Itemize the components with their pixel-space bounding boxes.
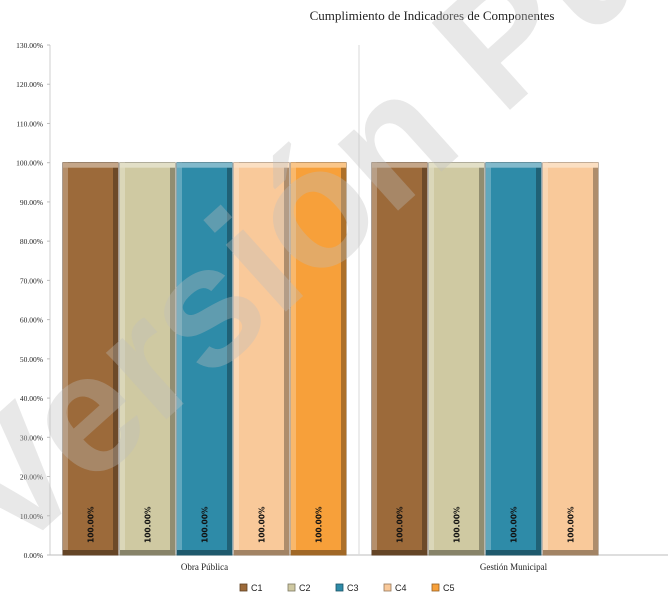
bar-c3 (485, 162, 542, 556)
data-label: 100.00% (201, 506, 210, 543)
bar-bevel-bottom (177, 550, 232, 555)
data-label: 100.00% (453, 506, 462, 543)
bar-bevel-left (372, 162, 377, 555)
bar-bevel-right (536, 162, 541, 555)
bar-bevel-left (291, 162, 296, 555)
data-label: 100.00% (87, 506, 96, 543)
y-tick-label: 70.00% (20, 276, 43, 285)
legend: C1 C2 C3 C4 C5 (239, 583, 455, 593)
bar-bevel-left (63, 162, 68, 555)
bar-bevel-bottom (372, 550, 427, 555)
legend-label-c4: C4 (395, 583, 407, 593)
bar-bevel-top (486, 162, 541, 168)
bar-bevel-right (113, 162, 118, 555)
chart-title: Cumplimiento de Indicadores de Component… (310, 8, 555, 23)
bar-c5 (290, 162, 347, 556)
bar-bevel-bottom (120, 550, 175, 555)
y-tick-label: 10.00% (20, 512, 43, 521)
bar-bevel-top (63, 162, 118, 168)
x-category-label: Obra Pública (181, 562, 228, 572)
bar-c4 (542, 162, 599, 556)
bar-bevel-top (429, 162, 484, 168)
bar-bevel-left (234, 162, 239, 555)
y-tick-label: 40.00% (20, 394, 43, 403)
bar-bevel-left (486, 162, 491, 555)
bar-bevel-top (177, 162, 232, 168)
bar-c3 (176, 162, 233, 556)
data-labels: 100.00% 100.00% 100.00% 100.00% 100.00% 100.0… (87, 506, 576, 543)
legend-swatch-c3 (335, 583, 344, 592)
bar-bevel-bottom (291, 550, 346, 555)
bar-body (62, 162, 119, 556)
bar-bevel-top (234, 162, 289, 168)
bar-c1 (371, 162, 428, 556)
bar-bevel-top (372, 162, 427, 168)
bar-bevel-right (593, 162, 598, 555)
bar-c1 (62, 162, 119, 556)
bar-bevel-bottom (486, 550, 541, 555)
bar-body (485, 162, 542, 556)
y-tick-label: 90.00% (20, 198, 43, 207)
data-label: 100.00% (144, 506, 153, 543)
y-tick-label: 110.00% (16, 119, 43, 128)
bar-bevel-bottom (543, 550, 598, 555)
bar-bevel-right (227, 162, 232, 555)
bar-body (428, 162, 485, 556)
bar-bevel-bottom (429, 550, 484, 555)
bar-bevel-left (429, 162, 434, 555)
y-tick-label: 130.00% (16, 41, 43, 50)
data-label: 100.00% (258, 506, 267, 543)
legend-label-c5: C5 (443, 583, 455, 593)
bar-bevel-left (177, 162, 182, 555)
legend-swatch-c2 (287, 583, 296, 592)
bar-bevel-top (120, 162, 175, 168)
bar-c4 (233, 162, 290, 556)
bar-bevel-left (120, 162, 125, 555)
bar-bevel-bottom (234, 550, 289, 555)
data-label: 100.00% (396, 506, 405, 543)
axes: 0.00% 10.00% 20.00% 30.00% 40.00% 50.00% 60.00… (16, 41, 668, 572)
bar-bevel-right (422, 162, 427, 555)
bar-c2 (119, 162, 176, 556)
bar-bevel-right (284, 162, 289, 555)
y-tick-label: 80.00% (20, 237, 43, 246)
bar-bevel-right (341, 162, 346, 555)
bar-bevel-bottom (63, 550, 118, 555)
legend-swatch-c4 (383, 583, 392, 592)
bar-bevel-top (543, 162, 598, 168)
bar-body (542, 162, 599, 556)
bar-bevel-right (479, 162, 484, 555)
data-label: 100.00% (315, 506, 324, 543)
legend-label-c2: C2 (299, 583, 311, 593)
x-category-label: Gestión Municipal (480, 562, 548, 572)
bar-bevel-left (543, 162, 548, 555)
y-tick-label: 20.00% (20, 473, 43, 482)
bar-bevel-right (170, 162, 175, 555)
data-label: 100.00% (510, 506, 519, 543)
legend-label-c1: C1 (251, 583, 263, 593)
y-tick-label: 30.00% (20, 433, 43, 442)
y-tick-label: 60.00% (20, 316, 43, 325)
bar-bevel-top (291, 162, 346, 168)
legend-swatch-c5 (431, 583, 440, 592)
y-tick-label: 50.00% (20, 355, 43, 364)
bars (62, 162, 599, 556)
y-tick-label: 0.00% (24, 551, 43, 560)
legend-label-c3: C3 (347, 583, 359, 593)
bar-c2 (428, 162, 485, 556)
legend-swatch-c1 (239, 583, 248, 592)
y-tick-label: 100.00% (16, 159, 43, 168)
y-tick-label: 120.00% (16, 80, 43, 89)
data-label: 100.00% (567, 506, 576, 543)
